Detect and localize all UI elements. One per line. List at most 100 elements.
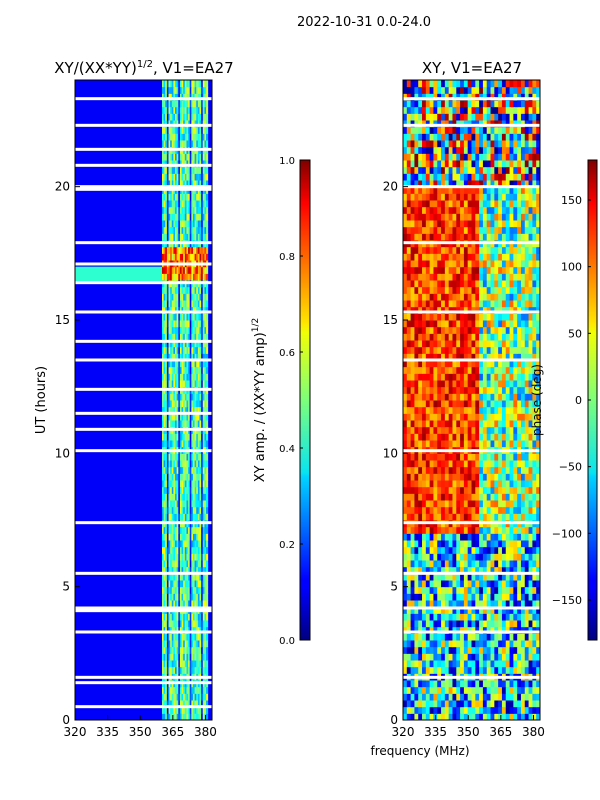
amplitude-cell [194, 473, 197, 481]
amplitude-cell [176, 560, 179, 568]
amplitude-cell [197, 166, 200, 174]
amplitude-cell [197, 353, 200, 361]
amplitude-cell [188, 120, 191, 128]
phase-cell [475, 620, 480, 628]
phase-cell [456, 660, 461, 668]
phase-cell [520, 660, 526, 668]
amplitude-cell [189, 546, 192, 554]
amplitude-cell [199, 560, 202, 568]
amplitude-cell [170, 120, 173, 128]
amplitude-cell [206, 706, 209, 714]
amplitude-cell [171, 200, 174, 208]
phase-cell [482, 506, 488, 514]
phase-cell [444, 586, 450, 594]
phase-cell [410, 593, 415, 601]
phase-cell [486, 486, 492, 494]
amplitude-cell [184, 253, 187, 261]
phase-cell [513, 693, 518, 701]
amplitude-cell [176, 133, 179, 141]
phase-cell [448, 326, 453, 334]
phase-cell [498, 400, 503, 408]
phase-cell [429, 573, 434, 581]
phase-cell [444, 580, 450, 588]
amplitude-cell [181, 613, 184, 621]
phase-cell [505, 653, 511, 661]
amplitude-cell [163, 686, 166, 694]
phase-cell [422, 420, 427, 428]
phase-cell [410, 640, 415, 648]
amplitude-cell [168, 253, 171, 261]
amplitude-cell [178, 560, 181, 568]
phase-cell [532, 653, 537, 661]
amplitude-cell [202, 80, 205, 88]
phase-cell [460, 400, 465, 408]
amplitude-cell [176, 473, 179, 481]
amplitude-cell [206, 340, 209, 348]
phase-cell [429, 380, 434, 388]
phase-cell [444, 393, 450, 401]
amplitude-cell [186, 540, 189, 548]
phase-cell [532, 366, 537, 374]
phase-cell [448, 620, 453, 628]
phase-cell [414, 373, 419, 381]
phase-cell [471, 366, 476, 374]
phase-cell [452, 413, 457, 421]
amplitude-cell [202, 540, 205, 548]
phase-cell [441, 513, 446, 521]
phase-cell [486, 386, 492, 394]
phase-cell [520, 466, 526, 474]
phase-cell [532, 453, 537, 461]
phase-cell [463, 346, 469, 354]
phase-cell [444, 593, 450, 601]
amplitude-cell [194, 166, 197, 174]
phase-cell [494, 453, 499, 461]
phase-cell [406, 633, 412, 641]
amplitude-cell [206, 480, 209, 488]
amplitude-cell [188, 546, 191, 554]
phase-cell [509, 320, 514, 328]
phase-cell [471, 506, 476, 514]
phase-cell [501, 353, 507, 361]
phase-cell [437, 500, 442, 508]
phase-cell [513, 706, 518, 714]
amplitude-cell [183, 486, 186, 494]
phase-cell [463, 626, 469, 634]
amplitude-cell [192, 180, 196, 188]
phase-cell [471, 640, 476, 648]
phase-cell [437, 586, 442, 594]
amplitude-cell [171, 646, 174, 654]
amplitude-cell [175, 706, 178, 714]
amplitude-cell [189, 600, 192, 608]
amplitude-cell [194, 220, 197, 228]
phase-cell [452, 433, 457, 441]
phase-cell [418, 380, 423, 388]
phase-cell [513, 333, 518, 341]
phase-cell [410, 700, 415, 708]
amplitude-cell [176, 640, 179, 648]
phase-cell [532, 393, 537, 401]
amplitude-cell [171, 180, 174, 188]
amplitude-cell [196, 546, 199, 554]
amplitude-cell [163, 653, 166, 661]
amplitude-cell [163, 473, 166, 481]
phase-cell [425, 460, 431, 468]
phase-cell [479, 460, 484, 468]
amplitude-cell [196, 80, 199, 88]
phase-cell [490, 506, 495, 514]
phase-cell [513, 660, 518, 668]
phase-cell [418, 500, 423, 508]
amplitude-cell [173, 406, 176, 414]
amplitude-cell [179, 433, 183, 441]
amplitude-cell [202, 253, 205, 261]
amplitude-cell [196, 233, 199, 241]
amplitude-cell [183, 333, 186, 341]
phase-cell [486, 326, 492, 334]
amplitude-cell [170, 500, 173, 508]
amplitude-cell [194, 113, 197, 121]
amplitude-cell [186, 126, 189, 134]
amplitude-cell [173, 413, 176, 421]
amplitude-cell [176, 193, 179, 201]
amplitude-cell [192, 460, 196, 468]
amplitude-cell [175, 133, 178, 141]
phase-cell [406, 466, 412, 474]
